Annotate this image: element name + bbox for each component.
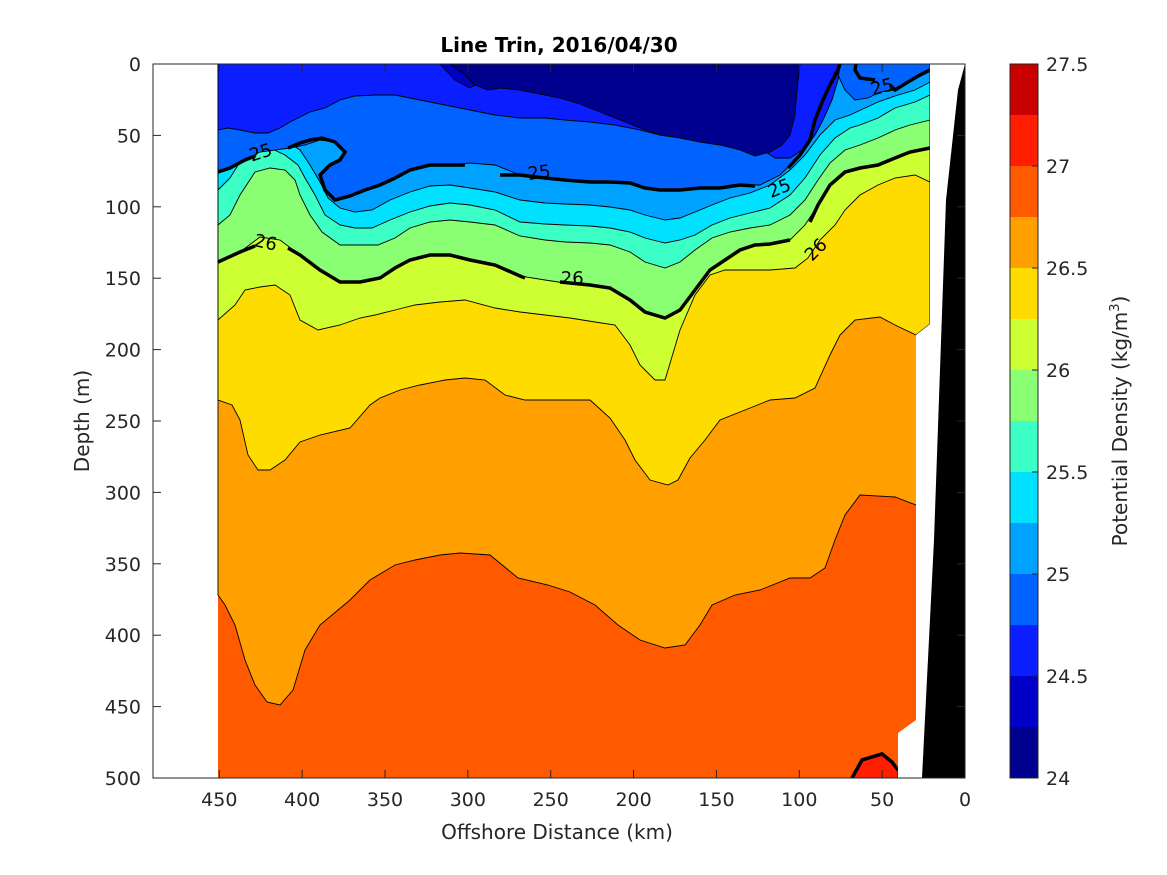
contour-25-line xyxy=(217,64,931,202)
colorbar-tick-label: 26.5 xyxy=(1046,258,1088,280)
colorbar-swatch xyxy=(1010,268,1038,319)
colorbar-tick-label: 27.5 xyxy=(1046,54,1088,76)
band-24.25-24.5 xyxy=(439,64,476,89)
colorbar-swatch xyxy=(1010,676,1038,727)
band-24-24.25 xyxy=(449,64,801,157)
y-tick-label: 350 xyxy=(105,554,141,576)
colorbar-swatch xyxy=(1010,166,1038,217)
colorbar-ticks: 24 24.5 25 25.5 26 26.5 27 27.5 xyxy=(1032,54,1088,790)
contour-26-line xyxy=(217,146,931,320)
colorbar-frame xyxy=(1009,63,1039,779)
x-tick-label: 450 xyxy=(201,789,237,811)
colorbar-tick-label: 25 xyxy=(1046,564,1070,586)
y-tick-label: 500 xyxy=(105,768,141,790)
x-tick-label: 200 xyxy=(615,789,651,811)
contour-label: 25 xyxy=(526,161,552,185)
colorbar-swatch xyxy=(1010,64,1038,115)
colorbar-swatch xyxy=(1010,319,1038,370)
colorbar-swatch xyxy=(1010,115,1038,166)
colorbar-tick-label: 24.5 xyxy=(1046,666,1088,688)
colorbar-swatch xyxy=(1010,472,1038,523)
y-tick-label: 0 xyxy=(129,54,141,76)
y-tick-label: 250 xyxy=(105,411,141,433)
x-tick-label: 300 xyxy=(450,789,486,811)
colorbar-tick-label: 26 xyxy=(1046,360,1070,382)
contour-27-line xyxy=(850,752,900,778)
colorbar-swatch xyxy=(1010,727,1038,778)
colorbar-swatch xyxy=(1010,421,1038,472)
colorbar-tick-label: 24 xyxy=(1046,768,1070,790)
y-tick-label: 450 xyxy=(105,697,141,719)
x-axis-label: Offshore Distance (km) xyxy=(441,820,673,844)
y-tick-label: 50 xyxy=(117,125,141,147)
x-tick-label: 150 xyxy=(698,789,734,811)
colorbar-swatch xyxy=(1010,574,1038,625)
y-tick-label: 100 xyxy=(105,197,141,219)
x-tick-label: 400 xyxy=(284,789,320,811)
colorbar-swatch xyxy=(1010,217,1038,268)
colorbar-tick-label: 25.5 xyxy=(1046,462,1088,484)
x-tick-label: 0 xyxy=(959,789,971,811)
colorbar-tick-label: 27 xyxy=(1046,156,1070,178)
colorbar-swatch xyxy=(1010,523,1038,574)
colorbar-label: Potential Density (kg/m3) xyxy=(1108,296,1132,547)
colorbar-swatch xyxy=(1010,370,1038,421)
x-tick-label: 100 xyxy=(781,789,817,811)
x-tick-label: 250 xyxy=(533,789,569,811)
x-axis-ticks: 450 400 350 300 250 200 150 100 50 0 xyxy=(201,64,971,811)
y-axis-label: Depth (m) xyxy=(70,370,94,472)
colorbar-swatch xyxy=(1010,625,1038,676)
colorbar xyxy=(1009,63,1039,779)
x-tick-label: 350 xyxy=(367,789,403,811)
y-tick-label: 300 xyxy=(105,482,141,504)
contour-label: 26 xyxy=(252,230,279,255)
y-tick-label: 150 xyxy=(105,268,141,290)
y-axis-ticks: 0 50 100 150 200 250 300 350 400 450 500 xyxy=(105,54,965,790)
y-tick-label: 400 xyxy=(105,625,141,647)
y-tick-label: 200 xyxy=(105,340,141,362)
land-black-region xyxy=(922,64,965,778)
contour-label: 26 xyxy=(561,268,584,289)
x-tick-label: 50 xyxy=(870,789,894,811)
chart-title: Line Trin, 2016/04/30 xyxy=(440,33,677,57)
